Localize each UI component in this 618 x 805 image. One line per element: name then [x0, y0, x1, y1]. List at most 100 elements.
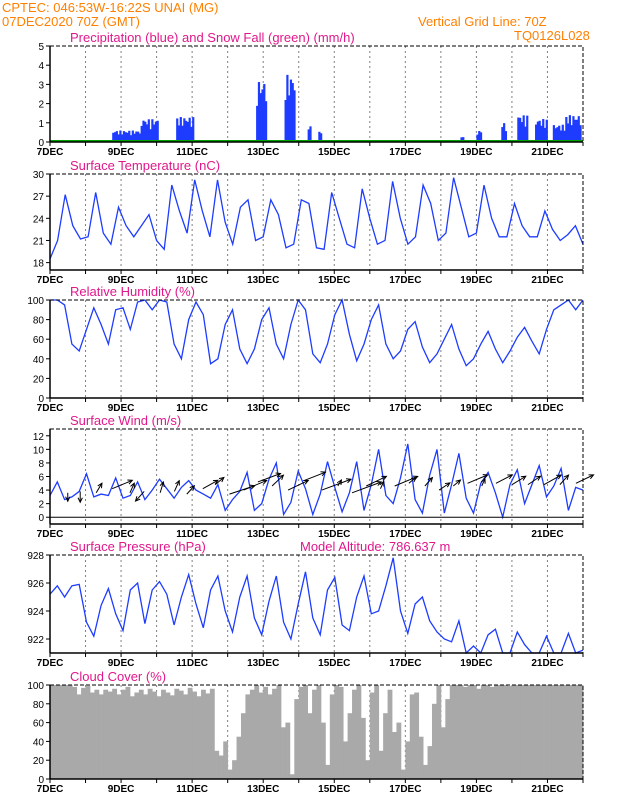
- wind-vector: [438, 482, 451, 491]
- cloud-bar: [258, 692, 264, 779]
- y-tick-label: 100: [27, 681, 44, 692]
- cloud-bar: [156, 696, 162, 779]
- y-tick-label: 20: [33, 756, 45, 767]
- wind-vector-shaft: [135, 491, 145, 502]
- cloud-bar: [569, 685, 575, 779]
- x-tick-label: 21DEC: [531, 529, 563, 540]
- precip-bar: [138, 133, 142, 142]
- y-tick-label: 27: [33, 192, 45, 203]
- cloud-bar: [152, 691, 157, 779]
- cloud-bar: [50, 685, 55, 779]
- cloud-bar: [467, 685, 473, 779]
- cloud-bar: [556, 685, 562, 779]
- cloud-bar: [54, 685, 60, 779]
- grid-line-note: Vertical Grid Line: 70Z: [418, 14, 547, 29]
- cloud-bar: [178, 690, 184, 779]
- wind-vector: [366, 475, 388, 487]
- wind-vector-shaft: [257, 473, 281, 483]
- cloud-bar: [218, 755, 224, 779]
- wind-vector: [77, 491, 83, 504]
- wind-vector: [257, 472, 282, 483]
- precip-bar: [151, 119, 154, 142]
- wind-vector-shaft: [511, 475, 527, 486]
- y-tick-label: 5: [38, 42, 44, 53]
- cloud-bar: [205, 693, 211, 779]
- precip-bar: [517, 117, 520, 142]
- cloud-bar: [285, 722, 291, 779]
- x-tick-label: 9DEC: [108, 275, 135, 286]
- precip-bar: [545, 119, 548, 142]
- x-tick-label: 15DEC: [318, 275, 350, 286]
- x-tick-label: 11DEC: [176, 784, 208, 795]
- x-tick-label: 19DEC: [460, 147, 492, 158]
- cloud-bar: [316, 685, 322, 779]
- run-date-label: 07DEC2020 70Z (GMT): [2, 14, 140, 29]
- precip-bar: [524, 126, 527, 142]
- precip-bar: [565, 117, 568, 142]
- wind-vector-shaft: [438, 482, 451, 491]
- precip-bar: [179, 117, 182, 142]
- x-tick-label: 13DEC: [247, 275, 279, 286]
- wind-vector: [424, 476, 434, 487]
- wind-vector: [173, 479, 180, 492]
- cloud-bar: [165, 692, 171, 779]
- cloud-bar: [374, 685, 380, 779]
- y-tick-label: 924: [27, 607, 44, 618]
- precip-bar: [284, 100, 287, 142]
- cloud-bar: [223, 741, 229, 779]
- cloud-bar: [196, 696, 202, 779]
- x-tick-label: 17DEC: [389, 147, 421, 158]
- precip-bar: [140, 125, 143, 142]
- x-tick-label: 9DEC: [108, 147, 135, 158]
- precip-bar: [156, 120, 159, 142]
- precip-bar: [504, 131, 508, 142]
- wind-vector: [480, 477, 486, 487]
- wind-vector-shaft: [543, 474, 562, 486]
- wind-vector-head: [520, 475, 527, 481]
- precip-bar: [554, 128, 557, 142]
- cloud-bar: [263, 686, 269, 779]
- cloud-bar: [529, 685, 535, 779]
- y-tick-label: 0: [38, 394, 44, 405]
- x-tick-label: 7DEC: [37, 275, 64, 286]
- cloud-bar: [338, 686, 344, 779]
- cloud-bar: [214, 750, 220, 779]
- cloud-bar: [507, 685, 513, 779]
- panel-frame: [49, 299, 584, 399]
- wind-vector-head: [507, 474, 514, 480]
- cloud-bar: [365, 760, 371, 779]
- cloud-bar: [449, 685, 455, 779]
- wind-vector-shaft: [467, 474, 488, 484]
- x-tick-label: 7DEC: [37, 147, 64, 158]
- cloud-bar: [298, 686, 304, 779]
- cloud-bar: [249, 689, 255, 779]
- precip-bar: [192, 117, 195, 142]
- precip-bar: [264, 101, 268, 142]
- x-tick-label: 13DEC: [247, 784, 279, 795]
- precip-bar: [579, 125, 582, 142]
- precip-bar: [307, 129, 310, 142]
- x-tick-label: 9DEC: [108, 658, 135, 669]
- pressure-subtitle: Model Altitude: 786.637 m: [300, 539, 450, 554]
- cloud-bar: [143, 694, 149, 779]
- precip-bar: [577, 116, 580, 142]
- precip-bar: [542, 119, 545, 142]
- x-tick-label: 17DEC: [389, 529, 421, 540]
- wind-vector-shaft: [159, 481, 164, 493]
- cloud-bar: [129, 696, 135, 779]
- cloud-bar: [471, 685, 477, 779]
- x-tick-label: 11DEC: [176, 275, 208, 286]
- wind-vector: [202, 479, 219, 490]
- wind-vector-shaft: [527, 475, 541, 486]
- x-tick-label: 7DEC: [37, 529, 64, 540]
- wind-title: Surface Wind (m/s): [70, 413, 181, 428]
- cloud-bar: [409, 694, 415, 779]
- precip-bar: [522, 115, 525, 142]
- x-tick-label: 9DEC: [108, 529, 135, 540]
- wind-vector-shaft: [380, 481, 385, 489]
- humidity-panel: Relative Humidity (%) 0 20 40 60 80 100 7DEC 9DE…: [27, 284, 584, 414]
- precip-bar: [126, 132, 129, 142]
- cloud-bar: [565, 685, 571, 779]
- cloud-bar: [525, 685, 531, 779]
- cloud-bar: [551, 685, 557, 779]
